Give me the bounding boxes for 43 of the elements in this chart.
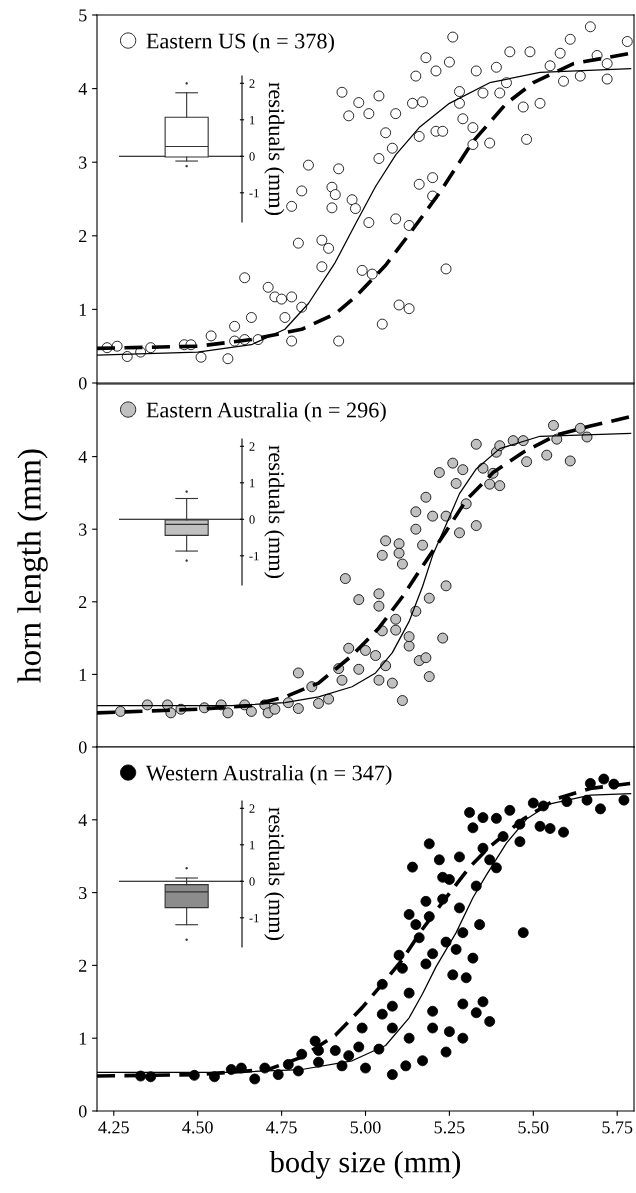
y-tick-label: 1 xyxy=(250,840,255,850)
y-tick-label: -1 xyxy=(249,551,259,561)
y-tick-label: 4 xyxy=(78,82,87,95)
y-tick-label: 3 xyxy=(79,886,87,900)
y-axis-title: horn length (mm) xyxy=(17,449,48,683)
y-tick-label: 1 xyxy=(79,668,87,681)
y-tick-label: 2 xyxy=(249,442,255,451)
y-tick-label: 0 xyxy=(249,152,255,161)
y-tick-label: 2 xyxy=(79,959,87,972)
legend-label: Western Australia (n = 347) xyxy=(145,764,392,786)
legend-label: Eastern US (n = 378) xyxy=(146,32,334,54)
y-tick-label: 4 xyxy=(78,450,87,463)
y-tick-label: 1 xyxy=(250,115,255,125)
y-tick-label: 0 xyxy=(249,515,255,524)
legend-label: Eastern Australia (n = 296) xyxy=(146,401,386,423)
y-tick-label: 0 xyxy=(78,1105,87,1118)
x-tick-label: 5.25 xyxy=(434,1121,465,1134)
y-tick-label: 1 xyxy=(79,303,87,316)
x-tick-label: 4.50 xyxy=(182,1121,213,1134)
y-tick-label: 0 xyxy=(78,741,87,754)
y-tick-label: 5 xyxy=(79,9,87,22)
x-axis-title: body size (mm) xyxy=(269,1150,461,1179)
y-tick-label: 0 xyxy=(78,377,87,390)
y-tick-label: -1 xyxy=(249,188,259,198)
y-tick-label: 3 xyxy=(79,523,87,536)
y-tick-label: 2 xyxy=(249,804,255,813)
y-tick-label: 3 xyxy=(79,156,87,169)
y-tick-label: 2 xyxy=(79,596,87,609)
y-tick-label: -1 xyxy=(249,913,259,923)
x-tick-label: 4.75 xyxy=(266,1121,297,1134)
x-tick-label: 5.50 xyxy=(518,1121,549,1134)
x-tick-label: 5.75 xyxy=(602,1121,633,1134)
y-tick-label: 2 xyxy=(79,230,87,243)
y-tick-label: 1 xyxy=(79,1032,87,1045)
y-tick-label: 1 xyxy=(250,478,255,488)
y-axis-title: residuals (mm) xyxy=(264,82,285,215)
y-axis-title: residuals (mm) xyxy=(264,445,285,578)
y-tick-label: 0 xyxy=(249,877,255,886)
y-axis-title: residuals (mm) xyxy=(264,807,285,940)
y-tick-label: 2 xyxy=(249,79,255,88)
x-tick-label: 4.25 xyxy=(98,1121,129,1134)
x-tick-label: 5.00 xyxy=(350,1121,381,1134)
y-tick-label: 4 xyxy=(78,814,87,827)
